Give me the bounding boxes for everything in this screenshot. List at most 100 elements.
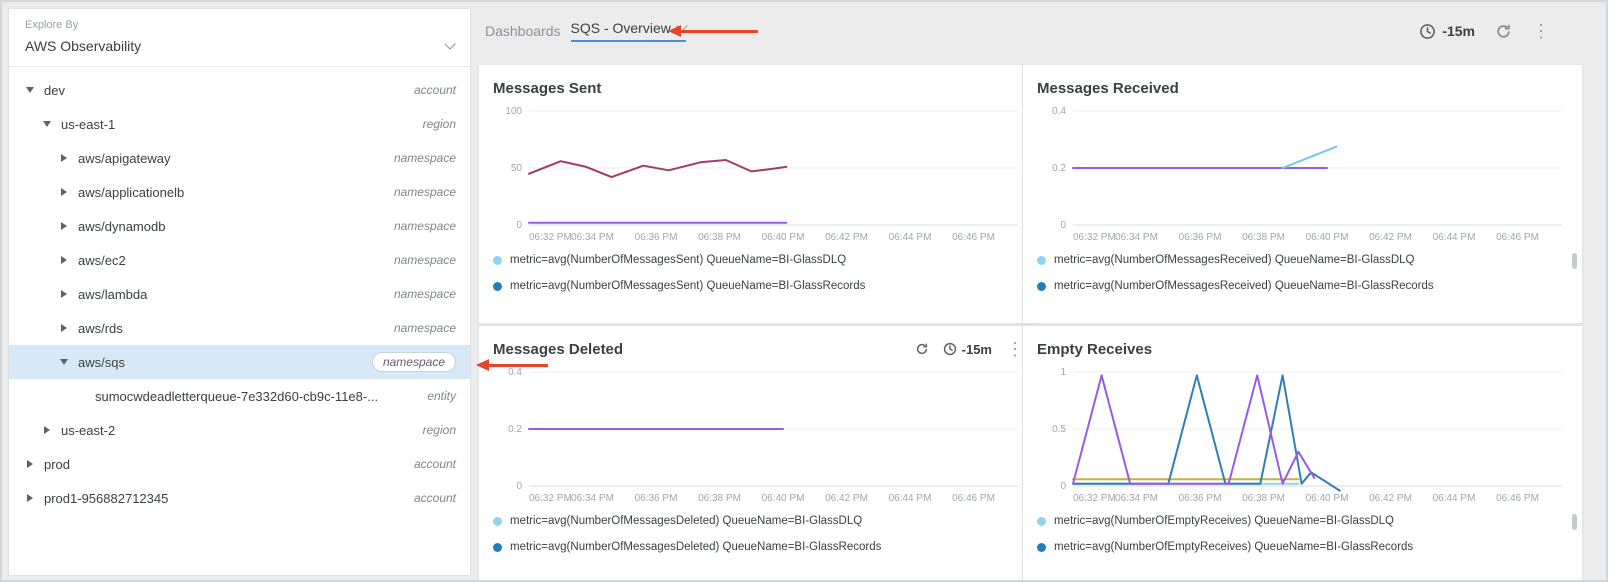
svg-text:06:44 PM: 06:44 PM	[889, 493, 932, 504]
tree-item-type-badge: namespace	[394, 253, 456, 267]
legend-color-dot	[1037, 256, 1046, 265]
time-range-value: -15m	[1442, 23, 1475, 39]
tree-item-type-badge: account	[414, 491, 456, 505]
expand-arrow-icon[interactable]	[42, 426, 56, 434]
collapse-arrow-icon[interactable]	[59, 359, 73, 365]
legend-item[interactable]: metric=avg(NumberOfEmptyReceives) QueueN…	[1037, 534, 1568, 560]
tree-item-label: prod	[44, 457, 406, 472]
panel-refresh-button[interactable]	[915, 342, 929, 356]
annotation-arrow-sqs-namespace	[488, 364, 548, 367]
tree-item-type-badge: namespace	[394, 287, 456, 301]
svg-text:100: 100	[505, 106, 522, 117]
panel-legend: metric=avg(NumberOfMessagesReceived) Que…	[1037, 247, 1568, 299]
more-options-button[interactable]: ⋮	[1532, 22, 1550, 40]
legend-label: metric=avg(NumberOfMessagesDeleted) Queu…	[510, 515, 862, 527]
collapse-arrow-icon[interactable]	[42, 121, 56, 127]
legend-color-dot	[493, 256, 502, 265]
chart-canvas: 00.5106:32 PM06:34 PM06:36 PM06:38 PM06:…	[1037, 362, 1568, 508]
tree-item-label: dev	[44, 83, 406, 98]
tree-item-aws-sqs[interactable]: aws/sqsnamespace	[9, 345, 470, 379]
chart-svg: 00.20.406:32 PM06:34 PM06:36 PM06:38 PM0…	[1037, 101, 1568, 247]
svg-text:06:34 PM: 06:34 PM	[1115, 232, 1158, 243]
tree-item-prod1-956882712345[interactable]: prod1-956882712345 account	[9, 481, 470, 515]
legend-item[interactable]: metric=avg(NumberOfMessagesSent) QueueNa…	[493, 273, 1024, 299]
tree-item-prod[interactable]: prod account	[9, 447, 470, 481]
expand-arrow-icon[interactable]	[59, 324, 73, 332]
svg-text:0: 0	[1060, 481, 1066, 492]
svg-text:06:32 PM: 06:32 PM	[529, 232, 572, 243]
chart-svg: 00.20.406:32 PM06:34 PM06:36 PM06:38 PM0…	[493, 362, 1024, 508]
svg-text:06:46 PM: 06:46 PM	[1496, 493, 1539, 504]
tree-item-dev[interactable]: devaccount	[9, 73, 470, 107]
svg-text:06:42 PM: 06:42 PM	[1369, 232, 1412, 243]
tree-item-aws-ec2[interactable]: aws/ec2 namespace	[9, 243, 470, 277]
tree-item-aws-lambda[interactable]: aws/lambda namespace	[9, 277, 470, 311]
svg-text:06:32 PM: 06:32 PM	[529, 493, 572, 504]
tree-item-label: aws/lambda	[78, 287, 386, 302]
legend-item[interactable]: metric=avg(NumberOfMessagesDeleted) Queu…	[493, 534, 1024, 560]
clock-icon	[1419, 23, 1436, 40]
expand-arrow-icon[interactable]	[25, 494, 39, 502]
legend-item[interactable]: metric=avg(NumberOfEmptyReceives) QueueN…	[1037, 508, 1568, 534]
svg-text:06:46 PM: 06:46 PM	[952, 232, 995, 243]
svg-text:0: 0	[1060, 220, 1066, 231]
tree-item-us-east-2[interactable]: us-east-2region	[9, 413, 470, 447]
svg-text:06:44 PM: 06:44 PM	[1433, 493, 1476, 504]
legend-scrollbar[interactable]	[1572, 253, 1577, 269]
legend-label: metric=avg(NumberOfEmptyReceives) QueueN…	[1054, 541, 1413, 553]
tree-item-aws-apigateway[interactable]: aws/apigatewaynamespace	[9, 141, 470, 175]
tree-item-aws-rds[interactable]: aws/rdsnamespace	[9, 311, 470, 345]
legend-label: metric=avg(NumberOfEmptyReceives) QueueN…	[1054, 515, 1394, 527]
panel-messages-received: Messages Received 00.20.406:32 PM06:34 P…	[1022, 64, 1583, 324]
explore-by-header: Explore By AWS Observability	[9, 9, 470, 67]
tree-item-label: aws/applicationelb	[78, 185, 386, 200]
panel-legend: metric=avg(NumberOfEmptyReceives) QueueN…	[1037, 508, 1568, 560]
tree-item-label: prod1-956882712345	[44, 491, 406, 506]
svg-text:0.2: 0.2	[1052, 163, 1066, 174]
tree-item-label: aws/ec2	[78, 253, 386, 268]
expand-arrow-icon[interactable]	[25, 460, 39, 468]
expand-arrow-icon[interactable]	[59, 256, 73, 264]
svg-text:06:42 PM: 06:42 PM	[825, 232, 868, 243]
svg-text:0.4: 0.4	[508, 367, 522, 378]
tree-item-us-east-1[interactable]: us-east-1region	[9, 107, 470, 141]
tree-item-sumocwdeadletterqueue-7e332d60-cb9c-11e8[interactable]: sumocwdeadletterqueue-7e332d60-cb9c-11e8…	[9, 379, 470, 413]
legend-scrollbar[interactable]	[1572, 514, 1577, 530]
tree-item-label: us-east-1	[61, 117, 415, 132]
legend-item[interactable]: metric=avg(NumberOfMessagesReceived) Que…	[1037, 273, 1568, 299]
svg-text:06:42 PM: 06:42 PM	[825, 493, 868, 504]
tree-item-type-badge: region	[423, 423, 456, 437]
panel-time-range-button[interactable]: -15m	[943, 342, 992, 357]
refresh-button[interactable]	[1495, 23, 1512, 40]
svg-text:06:36 PM: 06:36 PM	[635, 493, 678, 504]
legend-color-dot	[1037, 282, 1046, 291]
svg-text:06:32 PM: 06:32 PM	[1073, 232, 1116, 243]
expand-arrow-icon[interactable]	[59, 188, 73, 196]
tree-item-aws-dynamodb[interactable]: aws/dynamodbnamespace	[9, 209, 470, 243]
expand-arrow-icon[interactable]	[59, 154, 73, 162]
legend-item[interactable]: metric=avg(NumberOfMessagesReceived) Que…	[1037, 247, 1568, 273]
svg-text:06:42 PM: 06:42 PM	[1369, 493, 1412, 504]
refresh-icon	[915, 342, 929, 356]
svg-text:06:34 PM: 06:34 PM	[571, 232, 614, 243]
header-toolbar: -15m ⋮	[1419, 22, 1550, 40]
expand-arrow-icon[interactable]	[59, 290, 73, 298]
legend-item[interactable]: metric=avg(NumberOfMessagesSent) QueueNa…	[493, 247, 1024, 273]
collapse-arrow-icon[interactable]	[25, 87, 39, 93]
legend-color-dot	[493, 543, 502, 552]
tree-item-label: aws/sqs	[78, 355, 364, 370]
tree-item-type-badge: account	[414, 457, 456, 471]
expand-arrow-icon[interactable]	[59, 222, 73, 230]
chart-svg: 05010006:32 PM06:34 PM06:36 PM06:38 PM06…	[493, 101, 1024, 247]
svg-text:06:38 PM: 06:38 PM	[698, 493, 741, 504]
svg-text:06:44 PM: 06:44 PM	[1433, 232, 1476, 243]
legend-item[interactable]: metric=avg(NumberOfMessagesDeleted) Queu…	[493, 508, 1024, 534]
time-range-button[interactable]: -15m	[1419, 23, 1475, 40]
panel-messages-sent: Messages Sent 05010006:32 PM06:34 PM06:3…	[478, 64, 1039, 324]
explore-source-selector[interactable]: AWS Observability	[25, 38, 454, 54]
svg-text:0: 0	[516, 220, 522, 231]
tree-item-label: aws/dynamodb	[78, 219, 386, 234]
svg-text:06:36 PM: 06:36 PM	[1179, 232, 1222, 243]
breadcrumb-dashboards[interactable]: Dashboards	[485, 23, 561, 39]
tree-item-aws-applicationelb[interactable]: aws/applicationelbnamespace	[9, 175, 470, 209]
